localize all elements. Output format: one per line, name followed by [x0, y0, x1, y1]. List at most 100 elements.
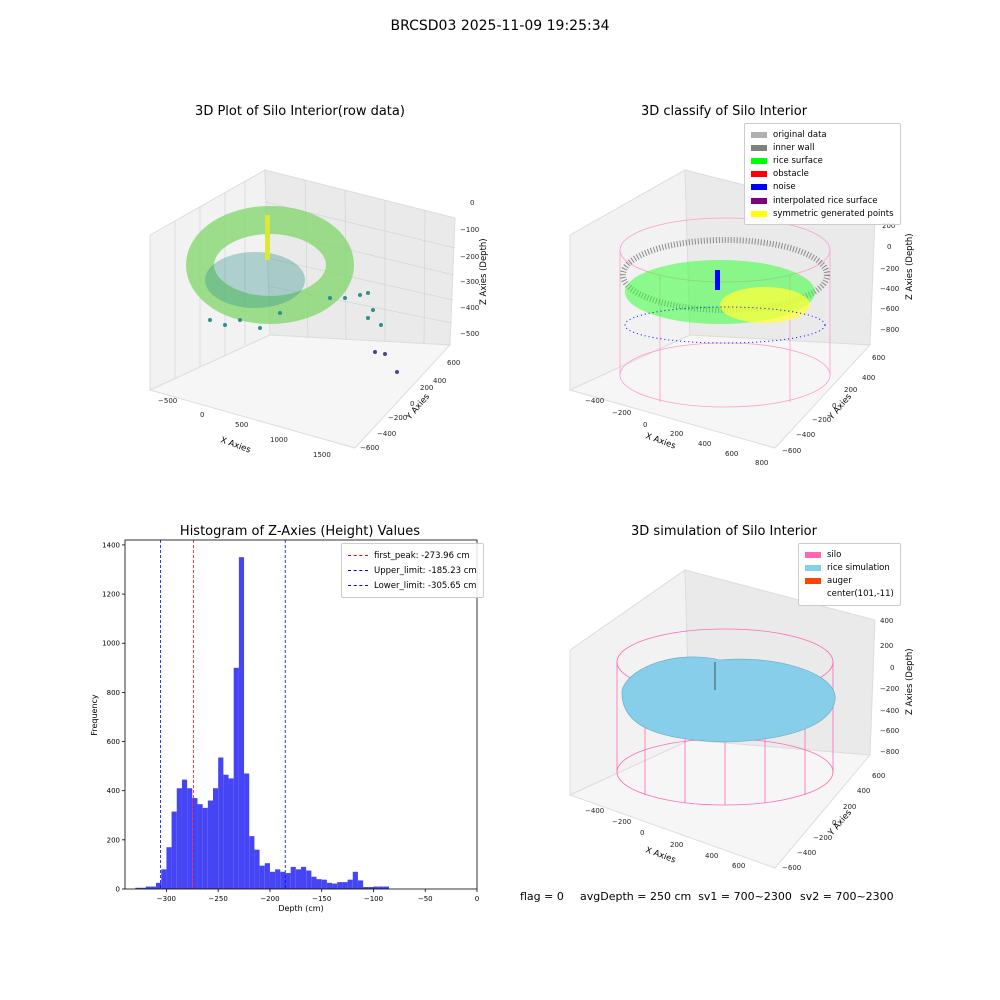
histogram-bar	[244, 773, 250, 889]
p1-xtick: 1500	[313, 451, 331, 459]
p3-xtick: −200	[612, 818, 631, 826]
legend-item: rice simulation	[805, 561, 894, 574]
p2-ytick: −200	[812, 416, 831, 424]
p3-ytick: −400	[797, 849, 816, 857]
p3-ytick: 600	[872, 772, 885, 780]
panel3-legend: silo rice simulation auger center(101,-1…	[798, 543, 901, 606]
histogram-bar	[306, 870, 312, 889]
histogram-chart: −300 −250 −200 −150 −100 −50 0 0 200 400 600 800 10…	[90, 539, 479, 913]
p2-xtick: −200	[612, 409, 631, 417]
p2-ylabel: Y Axies	[826, 392, 854, 423]
legend-label: symmetric generated points	[773, 208, 894, 219]
histogram-bar	[337, 882, 343, 889]
histogram-bar	[228, 778, 234, 889]
histogram-bar	[176, 788, 182, 889]
p2-ztick: −600	[880, 305, 899, 313]
p3-xtick: 600	[732, 862, 745, 870]
p2-xtick: 800	[755, 459, 768, 467]
histogram-xtick-label: −300	[157, 895, 176, 903]
histogram-bar	[181, 779, 188, 889]
legend-item: silo	[805, 548, 894, 561]
legend-swatch	[751, 131, 767, 138]
legend-line	[348, 585, 368, 586]
histogram-ytick-label: 1200	[102, 591, 120, 599]
histogram-xtick-label: −50	[418, 895, 433, 903]
panel2-title: 3D classify of Silo Interior	[640, 104, 808, 119]
histogram-bar	[150, 886, 157, 889]
panel1-title: 3D Plot of Silo Interior(row data)	[195, 104, 405, 119]
histogram-ytick-label: 400	[107, 787, 120, 795]
histogram-bar	[202, 807, 208, 889]
legend-item: noise	[751, 181, 894, 194]
p1-xtick: 500	[235, 421, 248, 429]
histogram-bar	[326, 882, 333, 889]
legend-label: rice simulation	[827, 562, 890, 573]
panel2-3d-plot: −400 −200 0 200 400 600 800 600 400 200 …	[568, 169, 915, 467]
legend-label: Lower_limit: -305.65 cm	[374, 580, 477, 591]
histogram-bar	[285, 873, 291, 889]
p1-ytick: 0	[410, 400, 414, 408]
p3-ztick: −400	[880, 707, 899, 715]
histogram-bar	[207, 800, 213, 889]
p2-ytick: −600	[782, 447, 801, 455]
histogram-bar	[145, 886, 151, 889]
histogram-bar	[171, 811, 177, 889]
legend-item: original data	[751, 128, 894, 141]
histogram-xlabel: Depth (cm)	[278, 904, 323, 913]
histogram-bar	[378, 886, 384, 889]
legend-label: first_peak: -273.96 cm	[374, 550, 470, 561]
histogram-bar	[332, 883, 338, 889]
histogram-bar	[156, 882, 162, 889]
legend-label: Upper_limit: -185.23 cm	[374, 565, 477, 576]
p3-ylabel: Y Axies	[826, 808, 854, 839]
p3-ztick: −800	[880, 748, 899, 756]
histogram-bar	[192, 798, 198, 889]
p2-ztick: −800	[880, 326, 899, 334]
histogram-bar	[218, 757, 224, 889]
p1-ytick: −400	[377, 430, 396, 438]
legend-item: interpolated rice surface	[751, 194, 894, 207]
p2-ytick: 600	[872, 354, 885, 362]
histogram-bar	[259, 865, 265, 889]
histogram-xtick-label: −100	[364, 895, 383, 903]
legend-swatch	[751, 144, 767, 151]
histogram-bar	[316, 879, 322, 889]
histogram-ytick-label: 200	[107, 836, 120, 844]
p2-zlabel: Z Axies (Depth)	[905, 233, 915, 300]
histogram-ytick-label: 1400	[102, 541, 120, 549]
figure-title: BRCSD03 2025-11-09 19:25:34	[390, 18, 610, 34]
legend-swatch	[751, 171, 767, 178]
histogram-bar	[290, 866, 296, 889]
p2-ztick: 0	[887, 243, 891, 251]
legend-label: interpolated rice surface	[773, 195, 878, 206]
legend-item: symmetric generated points	[751, 207, 894, 220]
histogram-bar	[254, 849, 260, 889]
p1-ytick: −200	[388, 414, 407, 422]
histogram-ytick-label: 800	[107, 689, 120, 697]
legend-item: rice surface	[751, 154, 894, 167]
sv2-text: sv2 = 700~2300	[800, 890, 894, 903]
p3-ytick: 0	[832, 819, 836, 827]
legend-swatch	[751, 184, 767, 191]
p1-ytick: −600	[360, 444, 379, 452]
p1-xlabel: X Axies	[219, 435, 252, 455]
histogram-bar	[301, 866, 307, 889]
legend-swatch	[751, 197, 767, 204]
legend-item: auger	[805, 574, 894, 587]
avg-depth-text: avgDepth = 250 cm sv1 = 700~2300	[580, 890, 792, 903]
p3-ztick: 0	[890, 664, 894, 672]
histogram-xtick-label: −150	[312, 895, 331, 903]
histogram-bar	[363, 887, 369, 889]
histogram-bar	[187, 788, 193, 889]
p2-xtick: 600	[725, 450, 738, 458]
p3-ytick: −200	[813, 834, 832, 842]
histogram-frame	[124, 539, 478, 890]
p2-ytick: 0	[832, 402, 836, 410]
p2-ytick: 200	[844, 386, 857, 394]
p3-ztick: −600	[880, 727, 899, 735]
legend-item: obstacle	[751, 168, 894, 181]
histogram-bar	[311, 876, 317, 889]
p1-zlabel: Z Axies (Depth)	[479, 238, 489, 305]
legend-item: Upper_limit: -185.23 cm	[348, 563, 477, 578]
flag-text: flag = 0	[520, 890, 564, 903]
